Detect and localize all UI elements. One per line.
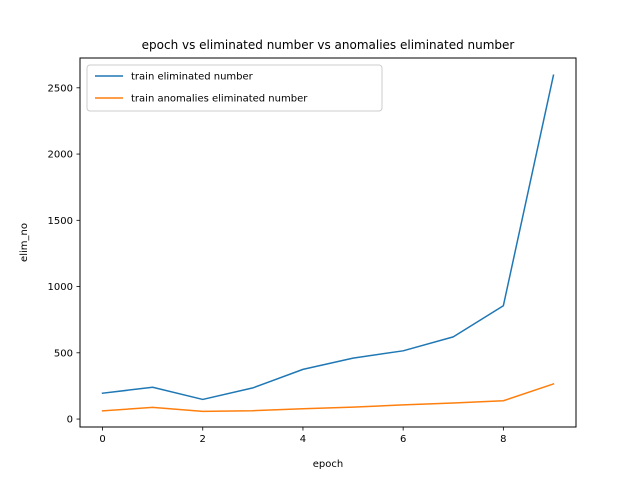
- legend: train eliminated number train anomalies e…: [86, 64, 383, 112]
- x-axis-label: epoch: [313, 459, 343, 470]
- series-line-1: [101, 382, 555, 413]
- plot-area: [101, 74, 555, 413]
- x-tick-label: 2: [200, 434, 206, 445]
- axis-ticks: 0 2 4 6 8 0 500 1000 1500 2000 2500: [48, 83, 507, 445]
- chart-title: epoch vs eliminated number vs anomalies …: [142, 38, 515, 52]
- legend-label-1: train anomalies eliminated number: [131, 94, 308, 105]
- x-tick-label: 0: [99, 434, 105, 445]
- x-tick-label: 4: [300, 434, 306, 445]
- y-tick-label: 500: [54, 348, 73, 359]
- y-axis-label: elim_no: [19, 223, 30, 262]
- series-line-0: [101, 74, 555, 401]
- y-tick-label: 1000: [48, 282, 73, 293]
- legend-label-0: train eliminated number: [131, 72, 254, 83]
- axes-frame: [79, 57, 577, 428]
- legend-box: [86, 64, 383, 112]
- y-tick-label: 2000: [48, 150, 73, 161]
- y-tick-label: 2500: [48, 83, 73, 94]
- y-tick-label: 1500: [48, 216, 73, 227]
- x-tick-label: 6: [400, 434, 406, 445]
- y-tick-label: 0: [67, 415, 73, 426]
- x-tick-label: 8: [500, 434, 506, 445]
